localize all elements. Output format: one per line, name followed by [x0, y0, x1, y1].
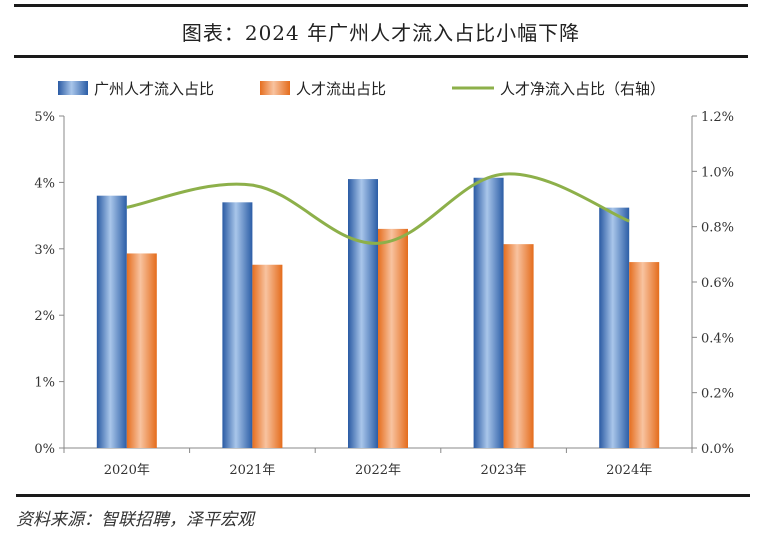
- x-tick-label: 2023年: [481, 463, 527, 478]
- outflow-bar: [126, 253, 157, 448]
- legend-label-inflow: 广州人才流入占比: [94, 80, 214, 98]
- x-tick-label: 2021年: [229, 463, 275, 478]
- legend: 广州人才流入占比 人才流出占比 人才净流入占比（右轴）: [58, 80, 665, 98]
- legend-swatch-inflow: [58, 81, 88, 95]
- left-tick-label: 2%: [34, 309, 55, 324]
- legend-swatch-outflow: [260, 81, 290, 95]
- inflow-bar: [222, 202, 253, 448]
- right-tick-label: 0.4%: [701, 331, 734, 346]
- inflow-bar: [599, 207, 630, 448]
- left-tick-label: 0%: [34, 442, 55, 457]
- chart-title-bar: 图表：2024 年广州人才流入占比小幅下降: [14, 4, 748, 58]
- left-tick-label: 5%: [34, 110, 55, 125]
- legend-label-outflow: 人才流出占比: [296, 80, 386, 98]
- axes: 0% 1% 2% 3% 4% 5% 0.0% 0.2% 0.4% 0.6% 0.8% 1.0% 1.2%…: [34, 110, 734, 478]
- legend-label-net: 人才净流入占比（右轴）: [500, 80, 665, 98]
- source-note: 资料来源：智联招聘，泽平宏观: [16, 494, 750, 530]
- x-tick-label: 2022年: [355, 463, 401, 478]
- net-inflow-line-path: [126, 172, 630, 245]
- right-tick-label: 0.6%: [701, 276, 734, 291]
- left-tick-label: 3%: [34, 243, 55, 258]
- inflow-bar: [96, 195, 127, 448]
- outflow-bar: [503, 244, 534, 448]
- right-tick-label: 0.0%: [701, 442, 734, 457]
- x-tick-label: 2020年: [104, 463, 150, 478]
- right-tick-label: 1.0%: [701, 165, 734, 180]
- left-tick-label: 4%: [34, 176, 55, 191]
- left-tick-label: 1%: [34, 376, 55, 391]
- outflow-bar: [378, 228, 408, 448]
- right-tick-label: 0.8%: [701, 221, 734, 236]
- inflow-bar: [473, 177, 504, 448]
- x-tick-label: 2024年: [606, 463, 652, 478]
- chart-title: 图表：2024 年广州人才流入占比小幅下降: [181, 20, 581, 45]
- outflow-bar: [252, 264, 283, 448]
- net-inflow-line: [126, 172, 630, 245]
- bars: [96, 177, 660, 448]
- right-tick-label: 1.2%: [701, 110, 734, 125]
- right-tick-label: 0.2%: [701, 387, 734, 402]
- inflow-bar: [348, 179, 378, 448]
- outflow-bar: [629, 262, 660, 448]
